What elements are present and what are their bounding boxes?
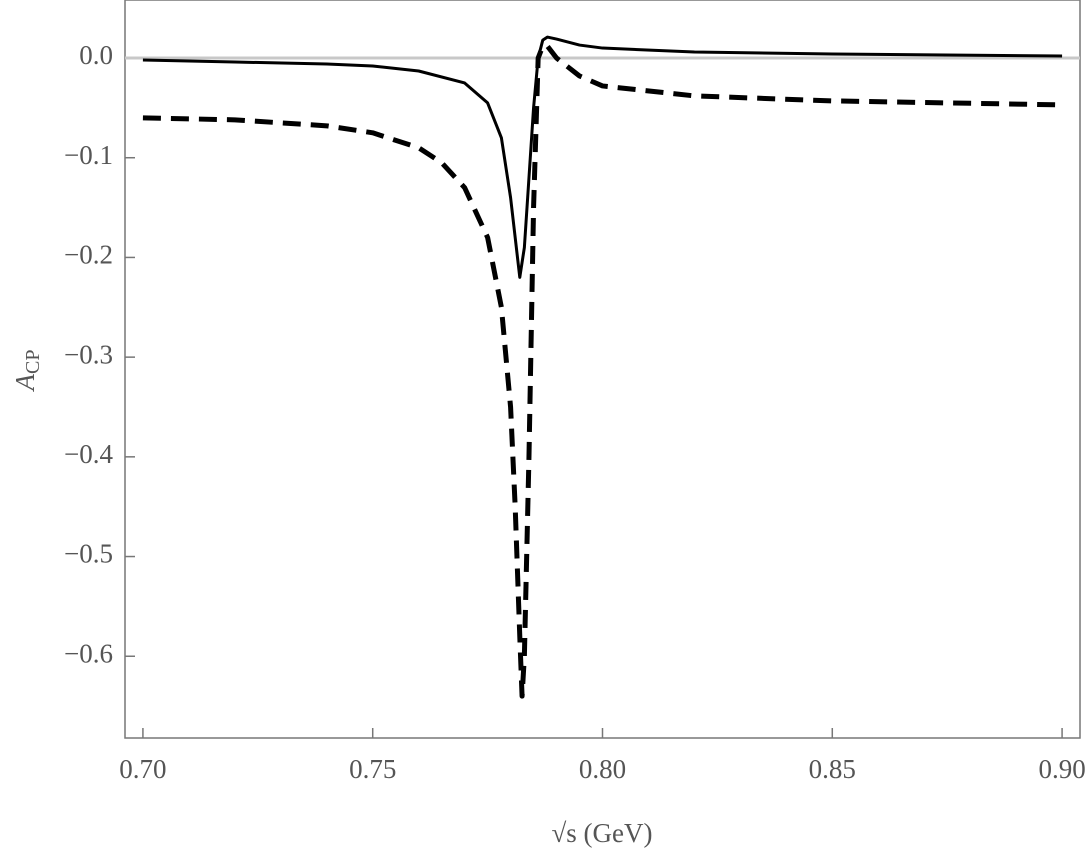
y-tick-label: −0.6 (64, 638, 113, 668)
y-tick-label: −0.3 (64, 339, 113, 369)
plot-frame (124, 0, 1081, 739)
x-axis-label: √s (GeV) (551, 818, 652, 848)
y-tick-label: −0.5 (64, 539, 113, 569)
y-tick-label: −0.2 (64, 240, 113, 270)
x-tick-label: 0.70 (119, 754, 166, 784)
x-tick-label: 0.90 (1038, 754, 1085, 784)
x-tick-label: 0.80 (579, 754, 626, 784)
x-tick-label: 0.85 (809, 754, 856, 784)
y-axis-label-main: A (10, 373, 40, 392)
y-tick-label: 0.0 (79, 40, 113, 70)
y-axis-label-sub: CP (22, 350, 44, 374)
y-tick-label: −0.4 (64, 439, 113, 469)
data-line (142, 43, 1063, 699)
data-line (142, 35, 1063, 279)
x-tick-label: 0.75 (349, 754, 396, 784)
y-tick-label: −0.1 (64, 140, 113, 170)
y-axis-label: ACP (10, 350, 43, 393)
